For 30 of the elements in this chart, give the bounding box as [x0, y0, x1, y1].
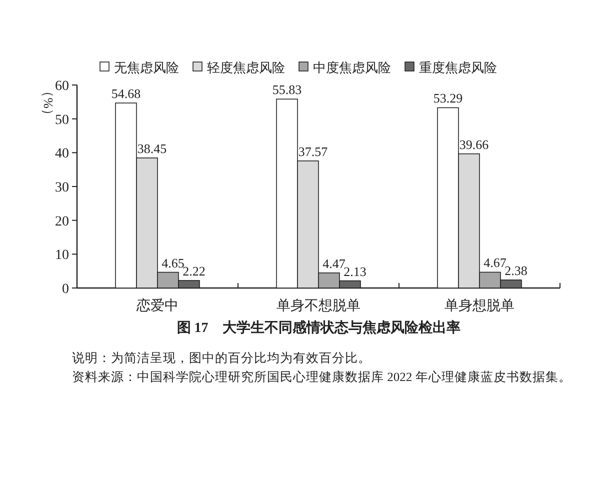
legend-label: 轻度焦虑风险 — [207, 60, 285, 75]
y-tick-label: 60 — [55, 79, 69, 94]
y-tick-label: 30 — [55, 180, 69, 196]
y-tick-label: 40 — [55, 146, 69, 162]
y-axis-title: （%） — [41, 84, 56, 122]
data-label: 38.45 — [137, 140, 167, 156]
x-tick-label: 恋爱中 — [136, 298, 178, 314]
legend-label: 重度焦虑风险 — [419, 60, 497, 75]
data-label: 53.29 — [433, 90, 463, 106]
x-tick-label: 单身想脱单 — [444, 298, 514, 314]
data-label: 54.68 — [111, 86, 141, 101]
data-label: 37.57 — [298, 144, 328, 159]
text: 图 17 大学生不同感情状态与焦虑风险检出率 — [176, 319, 460, 336]
y-tick-label: 10 — [55, 248, 69, 264]
y-tick-label: 20 — [55, 214, 69, 230]
data-label: 2.22 — [182, 263, 206, 278]
data-label: 4.47 — [322, 256, 346, 271]
text: 说明：为简洁呈现，图中的百分比均为有效百分比。 — [72, 351, 371, 365]
x-tick-label: 单身不想脱单 — [276, 298, 360, 314]
data-label: 4.65 — [162, 255, 184, 270]
data-label: 39.66 — [459, 136, 490, 152]
legend-label: 无焦虑风险 — [114, 60, 179, 75]
data-label: 4.67 — [484, 255, 507, 270]
data-label: 2.38 — [504, 262, 528, 278]
y-tick-label: 50 — [55, 112, 69, 128]
text: 资料来源：中国科学院心理研究所国民心理健康数据库 2022 年心理健康蓝皮书数据集。 — [72, 369, 572, 384]
legend-label: 中度焦虑风险 — [313, 60, 391, 75]
data-label: 2.13 — [344, 264, 366, 279]
data-label: 55.83 — [272, 82, 302, 98]
y-tick-label: 0 — [62, 282, 69, 297]
